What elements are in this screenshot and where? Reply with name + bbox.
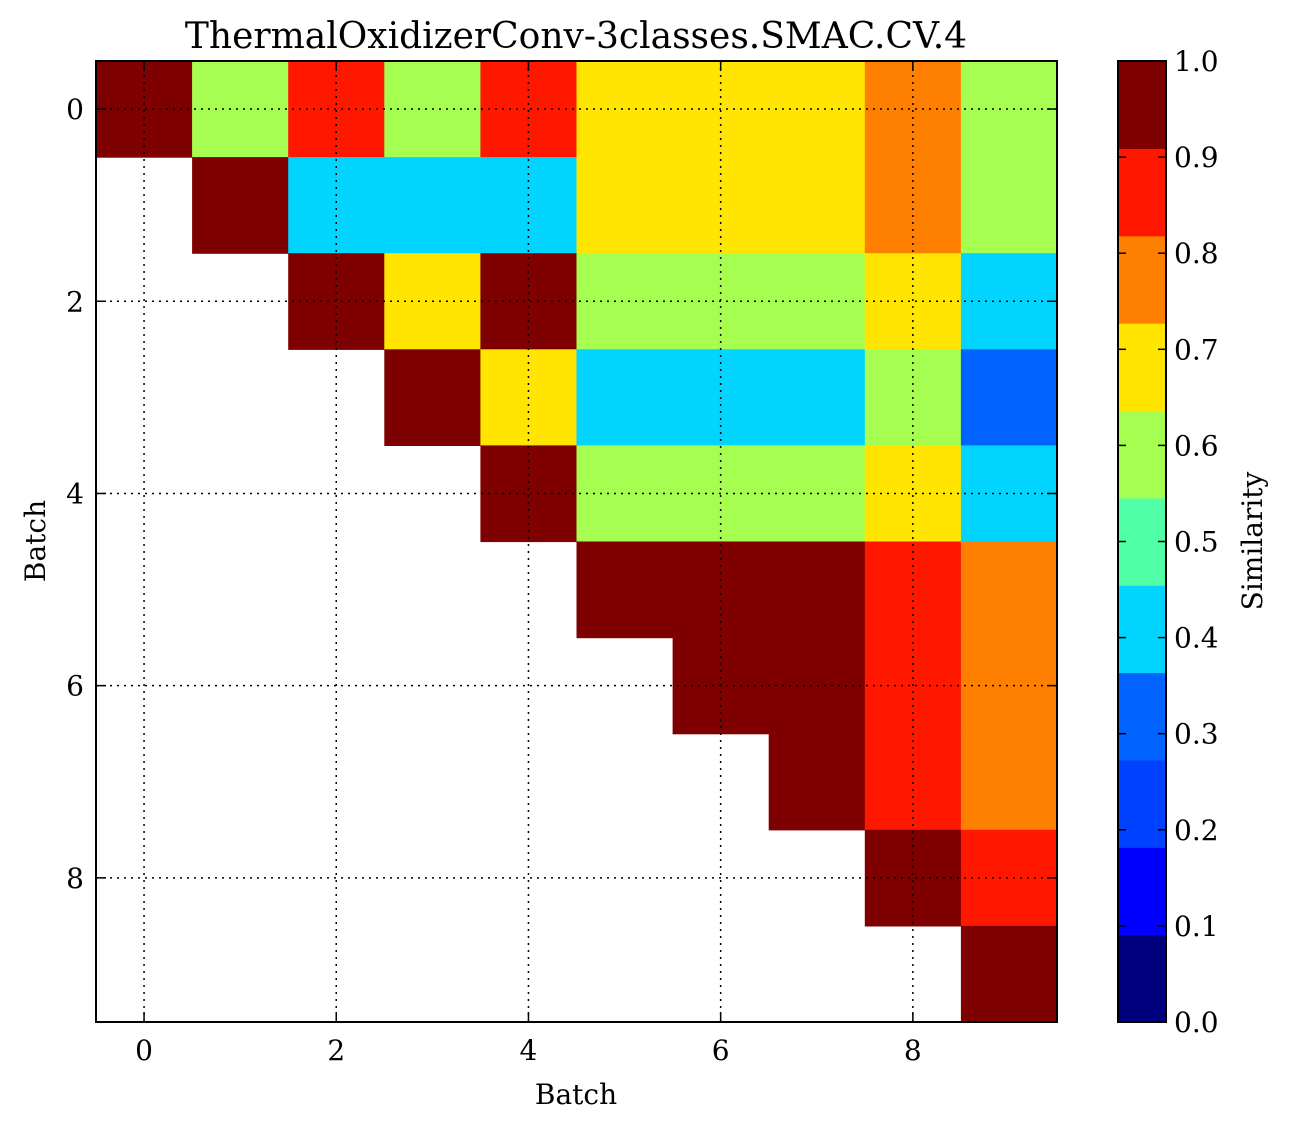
colorbar-tick-label: 0.8 <box>1174 237 1219 270</box>
colorbar-segment <box>1118 585 1166 674</box>
heatmap-cell <box>960 349 1058 446</box>
colorbar-segment <box>1118 410 1166 499</box>
colorbar-tick-label: 0.7 <box>1174 333 1219 366</box>
colorbar-segment <box>1118 759 1166 848</box>
heatmap-cell <box>576 445 674 543</box>
heatmap-cell <box>768 349 866 446</box>
colorbar-tick-label: 0.6 <box>1174 429 1219 462</box>
heatmap-cell <box>384 157 481 254</box>
heatmap-cell <box>672 541 770 639</box>
colorbar-tick-label: 0.5 <box>1174 526 1219 559</box>
colorbar-segment <box>1118 61 1166 149</box>
heatmap-cell <box>768 733 866 831</box>
heatmap-cell <box>960 733 1058 831</box>
heatmap-cell <box>768 541 866 639</box>
axis-ticks: 0 2 4 6 8 0 2 4 6 8 <box>66 61 1057 1067</box>
heatmap-cell <box>192 61 289 158</box>
colorbar-segment <box>1118 148 1166 237</box>
heatmap-cell <box>960 925 1058 1023</box>
heatmap-cell <box>960 541 1058 639</box>
colorbar-tick-label: 0.3 <box>1174 718 1219 751</box>
heatmap-cell <box>192 157 289 254</box>
x-tick-label: 2 <box>327 1034 345 1067</box>
heatmap-cell <box>480 445 578 543</box>
colorbar-label: Similarity <box>1236 471 1269 610</box>
y-tick-label: 4 <box>66 477 84 510</box>
y-tick-label: 8 <box>66 862 84 895</box>
colorbar-segment <box>1118 672 1166 761</box>
heatmap-cell <box>960 445 1058 543</box>
heatmap-cell <box>960 157 1058 254</box>
heatmap-cell <box>576 157 674 254</box>
heatmap-cell <box>576 349 674 446</box>
colorbar-tick-label: 0.4 <box>1174 622 1219 655</box>
heatmap-cell <box>288 61 385 158</box>
x-tick-label: 0 <box>135 1034 153 1067</box>
heatmap-cells <box>96 61 1058 1023</box>
heatmap-cell <box>960 829 1058 927</box>
colorbar-frame <box>1117 60 1167 1023</box>
colorbar-tick-label: 0.9 <box>1174 141 1219 174</box>
heatmap-cell <box>864 541 962 639</box>
x-axis-label: Batch <box>535 1078 617 1111</box>
heatmap-cell <box>960 61 1058 158</box>
colorbar-segment <box>1118 323 1166 412</box>
heatmap-cell <box>960 253 1058 350</box>
heatmap-cell <box>96 61 193 158</box>
heatmap-cell <box>480 157 578 254</box>
plot-frame <box>95 60 1058 1023</box>
x-tick-label: 4 <box>520 1034 538 1067</box>
heatmap-cell <box>768 157 866 254</box>
y-tick-label: 6 <box>66 670 84 703</box>
heatmap-cell <box>864 445 962 543</box>
colorbar-tick-label: 0.0 <box>1174 1006 1219 1039</box>
x-tick-label: 8 <box>904 1034 922 1067</box>
heatmap-cell <box>384 349 481 446</box>
heatmap-cell <box>672 157 770 254</box>
colorbar-segment <box>1118 235 1166 324</box>
heatmap-cell <box>576 253 674 350</box>
y-tick-label: 2 <box>66 285 84 318</box>
heatmap-cell <box>576 541 674 639</box>
colorbar-tick-label: 0.2 <box>1174 814 1219 847</box>
heatmap-cell <box>864 829 962 927</box>
chart-title: ThermalOxidizerConv-3classes.SMAC.CV.4 <box>185 16 967 57</box>
y-axis-label: Batch <box>19 500 52 582</box>
colorbar-tick-label: 1.0 <box>1174 45 1219 78</box>
y-tick-label: 0 <box>66 93 84 126</box>
x-tick-label: 6 <box>712 1034 730 1067</box>
colorbar-segment <box>1118 847 1166 936</box>
heatmap-cell <box>864 157 962 254</box>
colorbar-segment <box>1118 934 1166 1023</box>
colorbar-tick-label: 0.1 <box>1174 910 1219 943</box>
heatmap-cell <box>960 637 1058 735</box>
heatmap-cell <box>288 157 385 254</box>
heatmap-cell <box>576 61 674 158</box>
heatmap-cell <box>288 253 385 350</box>
colorbar: 0.0 0.1 0.2 0.3 0.4 0.5 0.6 0.7 0.8 0.9 1.0 <box>1118 45 1219 1039</box>
